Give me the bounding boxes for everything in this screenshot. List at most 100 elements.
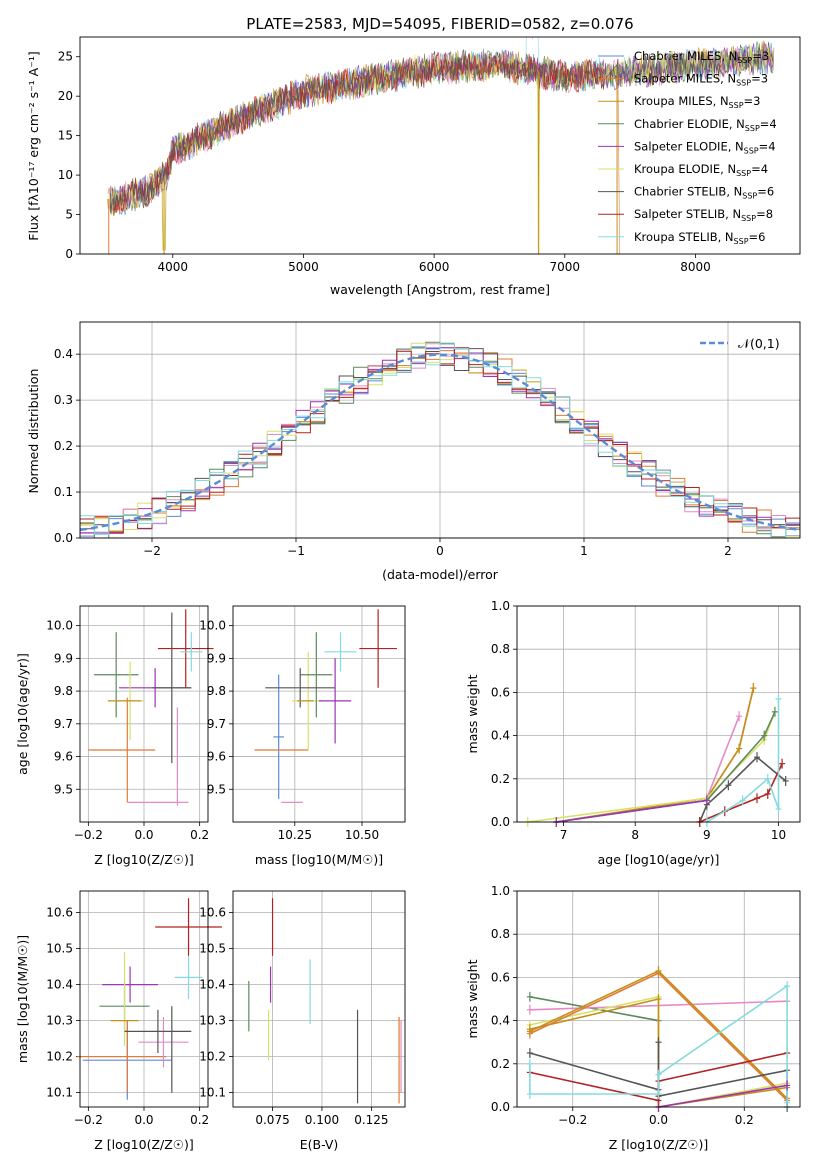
legend-label-sub: SSP	[729, 101, 744, 110]
age_vs_Z-axes	[76, 606, 208, 826]
residual-histograms	[80, 341, 800, 538]
x-axis-label: (data-model)/error	[382, 567, 499, 582]
x-tick-label: 10.25	[278, 828, 312, 842]
x-tick-label: 4000	[158, 260, 189, 274]
y-tick-label: 10	[58, 168, 73, 182]
y-tick-label: 0.4	[491, 1014, 510, 1028]
y-tick-label: 10.1	[199, 1086, 226, 1100]
legend-label-tail: =3	[744, 94, 761, 108]
weight_vs_age-lines	[524, 683, 789, 827]
y-tick-label: 25	[58, 50, 73, 64]
legend-label-main: Kroupa MILES, N	[634, 94, 729, 108]
x-axis-label: age [log10(age/yr)]	[598, 852, 720, 867]
x-tick-label: 5000	[288, 260, 319, 274]
spectrum-lines	[107, 37, 775, 254]
x-tick-label: 0.075	[255, 1113, 289, 1127]
y-tick-label: 10.6	[199, 906, 226, 920]
spectrum-series-line	[109, 43, 774, 254]
legend-label-main: Chabrier MILES, N	[634, 49, 737, 63]
legend-label-sub: SSP	[745, 124, 760, 133]
x-tick-label: 0.2	[190, 1113, 209, 1127]
y-tick-label: 9.7	[207, 717, 226, 731]
age_vs_Z-frame	[79, 605, 209, 823]
y-tick-label: 10.3	[46, 1014, 73, 1028]
legend-label-main: Salpeter MILES, N	[634, 72, 736, 86]
legend-label-tail: =4	[759, 139, 776, 153]
legend-label-sub: SSP	[744, 146, 759, 155]
x-axis-label: Z [log10(Z/Z☉)]	[609, 1137, 709, 1152]
x-tick-label: 7000	[550, 260, 581, 274]
legend-label-tail: =6	[749, 230, 766, 244]
legend-label: Salpeter ELODIE, NSSP=4	[634, 139, 776, 155]
y-tick-label: 10.3	[199, 1014, 226, 1028]
y-tick-label: 10.5	[199, 942, 226, 956]
legend-label: Kroupa MILES, NSSP=3	[634, 94, 760, 110]
x-tick-label: 2	[724, 544, 732, 558]
y-axis-label: Normed distribution	[26, 369, 41, 494]
age_vs_mass-frame	[232, 605, 406, 823]
y-axis-label: mass [log10(M/M☉)]	[15, 935, 30, 1063]
x-tick-label: 8	[631, 828, 639, 842]
y-tick-label: 10.2	[199, 1050, 226, 1064]
spectrum-series-line	[112, 51, 619, 213]
legend-label-sub: SSP	[737, 56, 752, 65]
figure-title: PLATE=2583, MJD=54095, FIBERID=0582, z=0…	[246, 15, 633, 33]
weight-series-line	[706, 715, 740, 799]
legend-label-main: Kroupa ELODIE, N	[634, 162, 736, 176]
x-tick-label: 10	[771, 828, 786, 842]
x-tick-label: 0.125	[354, 1113, 388, 1127]
legend-label-sub: SSP	[736, 169, 751, 178]
y-tick-label: 0.1	[54, 485, 73, 499]
y-tick-label: 0.2	[491, 772, 510, 786]
y-tick-label: 0.0	[54, 531, 73, 545]
normal-reference-curve	[80, 353, 800, 532]
y-tick-label: 10.4	[46, 978, 73, 992]
x-tick-label: −0.2	[74, 1113, 103, 1127]
legend-label-main: Kroupa STELIB, N	[634, 230, 734, 244]
y-tick-label: 15	[58, 129, 73, 143]
x-tick-label: 0.0	[134, 1113, 153, 1127]
legend-label-sub: SSP	[734, 237, 749, 246]
y-tick-label: 0.8	[491, 642, 510, 656]
y-tick-label: 9.9	[54, 651, 73, 665]
legend-label: Chabrier ELODIE, NSSP=4	[634, 117, 777, 133]
residual-histogram-step	[80, 342, 800, 538]
y-tick-label: 0	[65, 247, 73, 261]
legend-label-tail: =4	[760, 117, 777, 131]
legend-label: Chabrier MILES, NSSP=3	[634, 49, 769, 65]
y-tick-label: 5	[65, 208, 73, 222]
y-tick-label: 9.8	[54, 684, 73, 698]
y-tick-label: 10.6	[46, 906, 73, 920]
legend-label: Kroupa ELODIE, NSSP=4	[634, 162, 768, 178]
y-tick-label: 20	[58, 89, 73, 103]
legend-label-main: Chabrier ELODIE, N	[634, 117, 745, 131]
legend-label-tail: =3	[751, 72, 768, 86]
y-tick-label: 0.6	[491, 970, 510, 984]
y-tick-label: 9.6	[207, 750, 226, 764]
legend-label-main: Salpeter ELODIE, N	[634, 139, 744, 153]
weight_vs_Z-lines	[526, 965, 791, 1112]
x-axis-label: Z [log10(Z/Z☉)]	[94, 1137, 194, 1152]
y-tick-label: 9.7	[54, 717, 73, 731]
x-tick-label: 0	[436, 544, 444, 558]
weight-series-line	[556, 687, 755, 823]
legend-label-sub: SSP	[741, 214, 756, 223]
legend-label-tail: =3	[752, 49, 769, 63]
y-tick-label: 10.4	[199, 978, 226, 992]
legend-label-sub: SSP	[736, 79, 751, 88]
y-axis-label: mass weight	[465, 674, 480, 753]
y-axis-label: age [log10(age/yr)]	[15, 653, 30, 775]
legend-label: Salpeter STELIB, NSSP=8	[634, 207, 773, 223]
x-tick-label: 0.2	[735, 1113, 754, 1127]
x-tick-label: 7	[560, 828, 568, 842]
residual-frame	[79, 321, 801, 539]
legend-label-sub: SSP	[742, 192, 757, 201]
weight_vs_Z-frame	[516, 890, 801, 1108]
y-axis-label: mass weight	[465, 959, 480, 1038]
mass_vs_Z-frame	[79, 890, 209, 1108]
weight_vs_age-axes	[513, 605, 800, 826]
x-tick-label: 0.100	[305, 1113, 339, 1127]
x-tick-label: −2	[143, 544, 161, 558]
y-axis-label: Flux [fλ10⁻¹⁷ erg cm⁻² s⁻¹ A⁻¹]	[26, 51, 41, 240]
